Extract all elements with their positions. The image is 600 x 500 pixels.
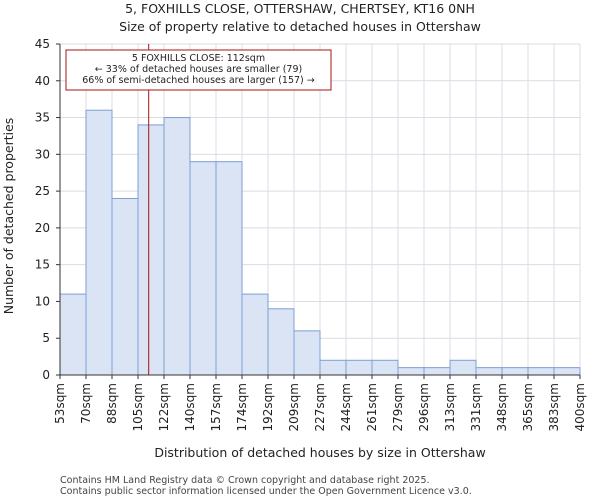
x-tick-label: 365sqm (521, 383, 535, 431)
annotation-line2: ← 33% of detached houses are smaller (79… (95, 64, 302, 75)
bar (397, 367, 425, 376)
x-tick-label: 70sqm (79, 383, 93, 424)
x-tick-label: 348sqm (495, 383, 509, 431)
bar (85, 109, 113, 376)
bar (501, 367, 529, 376)
y-tick-label: 35 (35, 111, 50, 125)
y-tick-label: 45 (35, 37, 50, 51)
bars (59, 109, 581, 376)
chart-title-line2: Size of property relative to detached ho… (119, 19, 481, 34)
y-tick-labels: 0 5 10 15 20 25 30 35 40 45 (35, 37, 60, 382)
x-tick-label: 88sqm (105, 383, 119, 424)
y-tick-label: 0 (42, 368, 50, 382)
bar (345, 359, 373, 376)
x-tick-label: 174sqm (235, 383, 249, 431)
bar (267, 308, 295, 376)
bar (475, 367, 503, 376)
y-tick-label: 20 (35, 221, 50, 235)
x-axis-label: Distribution of detached houses by size … (154, 445, 485, 460)
x-tick-label: 53sqm (53, 383, 67, 424)
x-tick-label: 192sqm (261, 383, 275, 431)
y-axis-label: Number of detached properties (1, 118, 16, 315)
bar (371, 359, 399, 376)
y-tick-label: 15 (35, 258, 50, 272)
bar (163, 117, 191, 376)
x-tick-label: 244sqm (339, 383, 353, 431)
bar (293, 330, 321, 376)
x-tick-label: 261sqm (365, 383, 379, 431)
x-tick-label: 140sqm (183, 383, 197, 431)
bar (111, 197, 139, 376)
x-tick-label: 122sqm (157, 383, 171, 431)
annotation-box (65, 49, 332, 91)
footer-line2: Contains public sector information licen… (60, 486, 472, 497)
x-tick-label: 105sqm (131, 383, 145, 431)
y-tick-label: 25 (35, 184, 50, 198)
annotation-line3: 66% of semi-detached houses are larger (… (82, 75, 315, 86)
y-tick-label: 40 (35, 74, 50, 88)
chart-title-line1: 5, FOXHILLS CLOSE, OTTERSHAW, CHERTSEY, … (125, 1, 475, 16)
bar (553, 367, 581, 376)
annotation-line1: 5 FOXHILLS CLOSE: 112sqm (132, 53, 265, 64)
y-tick-label: 30 (35, 147, 50, 161)
x-tick-label: 279sqm (391, 383, 405, 431)
bar (241, 293, 269, 376)
x-tick-label: 209sqm (287, 383, 301, 431)
x-tick-label: 227sqm (313, 383, 327, 431)
bar (449, 359, 477, 376)
bar (215, 161, 243, 376)
y-tick-label: 5 (42, 331, 50, 345)
bar (59, 293, 87, 376)
bar (189, 161, 217, 376)
x-tick-label: 296sqm (417, 383, 431, 431)
x-tick-label: 400sqm (573, 383, 587, 431)
bar (527, 367, 555, 376)
x-tick-label: 313sqm (443, 383, 457, 431)
x-tick-label: 331sqm (469, 383, 483, 431)
bar (423, 367, 451, 376)
y-tick-label: 10 (35, 294, 50, 308)
footer-line1: Contains HM Land Registry data © Crown c… (60, 475, 430, 486)
x-tick-label: 157sqm (209, 383, 223, 431)
x-tick-labels: 53sqm 70sqm 88sqm 105sqm 122sqm 140sqm 157sqm 1… (53, 375, 587, 431)
bar (137, 124, 165, 376)
bar (319, 359, 347, 376)
x-tick-label: 383sqm (547, 383, 561, 431)
